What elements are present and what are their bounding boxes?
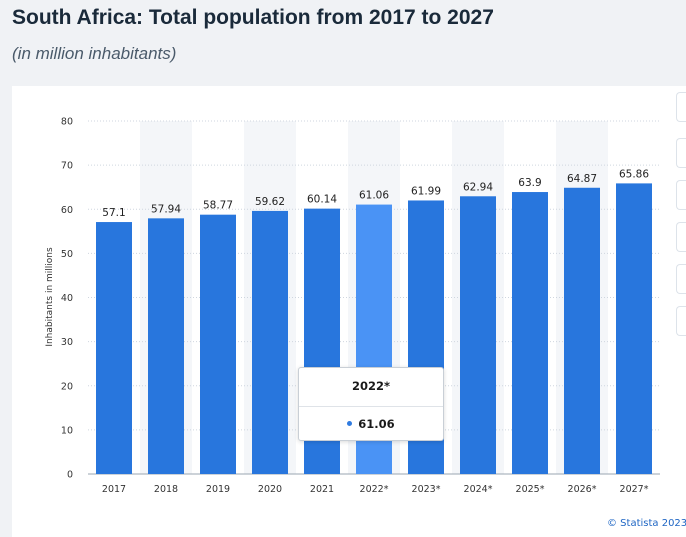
toolbar-button[interactable] — [676, 180, 686, 210]
x-tick-label: 2023* — [412, 484, 441, 495]
x-tick-label: 2018 — [154, 484, 178, 495]
bar — [616, 183, 652, 474]
bar — [148, 218, 184, 474]
y-tick-label: 30 — [61, 337, 73, 348]
data-label: 65.86 — [619, 168, 649, 180]
bar — [96, 222, 132, 474]
x-tick-label: 2024* — [464, 484, 493, 495]
data-label: 58.77 — [203, 200, 233, 212]
data-label: 61.06 — [359, 190, 389, 202]
x-tick-label: 2017 — [102, 484, 126, 495]
x-tick-label: 2020 — [258, 484, 282, 495]
toolbar-button[interactable] — [676, 138, 686, 168]
x-tick-label: 2021 — [310, 484, 334, 495]
data-label: 61.99 — [411, 185, 441, 197]
x-tick-label: 2026* — [568, 484, 597, 495]
statista-credit-link[interactable]: © Statista 2023 — [607, 518, 686, 529]
y-tick-label: 70 — [61, 161, 73, 172]
x-tick-label: 2025* — [516, 484, 545, 495]
y-tick-label: 80 — [61, 117, 73, 128]
y-axis-label: Inhabitants in millions — [45, 247, 55, 347]
chart-title: South Africa: Total population from 2017… — [12, 6, 494, 29]
data-label: 60.14 — [307, 194, 337, 206]
chart-tooltip: 2022* 61.06 — [298, 367, 444, 441]
data-label: 59.62 — [255, 196, 285, 208]
tooltip-value: 61.06 — [358, 417, 395, 431]
chart-subtitle: (in million inhabitants) — [12, 44, 177, 63]
data-label: 57.1 — [102, 207, 125, 219]
chart-toolbar — [676, 92, 686, 342]
x-tick-label: 2027* — [620, 484, 649, 495]
data-label: 62.94 — [463, 181, 493, 193]
bar — [252, 210, 288, 474]
y-tick-label: 60 — [61, 205, 73, 216]
data-label: 64.87 — [567, 173, 597, 185]
toolbar-button[interactable] — [676, 306, 686, 336]
x-tick-label: 2019 — [206, 484, 230, 495]
toolbar-button[interactable] — [676, 264, 686, 294]
bar — [200, 214, 236, 474]
toolbar-button[interactable] — [676, 222, 686, 252]
y-tick-label: 20 — [61, 381, 73, 392]
data-label: 57.94 — [151, 203, 181, 215]
y-tick-label: 0 — [67, 470, 73, 481]
bar — [512, 192, 548, 474]
y-tick-label: 10 — [61, 425, 73, 436]
tooltip-series-dot-icon — [347, 421, 353, 426]
y-tick-label: 50 — [61, 249, 73, 260]
bar — [564, 187, 600, 475]
toolbar-button[interactable] — [676, 92, 686, 122]
bar — [460, 196, 496, 474]
tooltip-category: 2022* — [299, 368, 443, 407]
tooltip-value-row: 61.06 — [299, 407, 443, 441]
y-tick-label: 40 — [61, 293, 73, 304]
data-label: 63.9 — [518, 177, 541, 189]
x-tick-label: 2022* — [360, 484, 389, 495]
